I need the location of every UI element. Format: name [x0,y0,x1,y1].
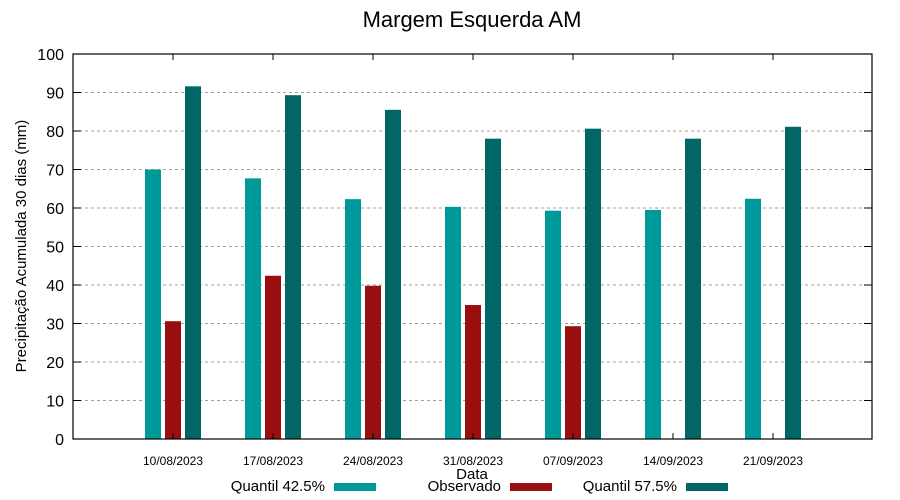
x-tick-label: 17/08/2023 [243,454,303,468]
y-tick-label: 0 [55,432,64,449]
bar [265,275,281,439]
legend-swatch [686,483,728,491]
bar [465,305,481,439]
y-tick-label: 60 [46,201,64,218]
bar [145,169,161,439]
x-axis-label: Data [456,466,488,483]
legend: Quantil 42.5% Observado Quantil 57.5% [231,478,728,495]
legend-label: Quantil 57.5% [583,478,677,495]
y-tick-label: 100 [37,47,64,64]
bar [585,128,601,439]
bar [565,326,581,439]
bar [365,285,381,439]
legend-swatch [510,483,552,491]
bar [785,126,801,439]
bar [245,178,261,440]
bar [485,138,501,439]
y-tick-label: 70 [46,163,64,180]
bar [185,86,201,439]
y-tick-label: 80 [46,124,64,141]
y-tick-label: 90 [46,86,64,103]
x-axis-ticks: 10/08/2023 17/08/2023 24/08/2023 31/08/2023… [143,54,803,468]
y-axis-label: Precipitação Acumulada 30 dias (mm) [13,120,30,373]
bar [745,198,761,439]
y-axis-ticks: 0 10 20 30 40 50 60 70 80 90 100 [37,47,872,449]
legend-label: Observado [428,478,501,495]
x-tick-label: 21/09/2023 [743,454,803,468]
bar [685,138,701,439]
y-tick-label: 40 [46,278,64,295]
gridlines [73,92,872,401]
bar [545,210,561,439]
y-tick-label: 20 [46,355,64,372]
bars [145,86,801,440]
y-tick-label: 10 [46,394,64,411]
chart-title: Margem Esquerda AM [363,7,582,32]
bar [345,199,361,439]
x-tick-label: 07/09/2023 [543,454,603,468]
legend-swatch [334,483,376,491]
x-tick-label: 14/09/2023 [643,454,703,468]
bar [165,321,181,439]
legend-label: Quantil 42.5% [231,478,325,495]
x-tick-label: 24/08/2023 [343,454,403,468]
bar [385,109,401,439]
x-tick-label: 31/08/2023 [443,454,503,468]
bar [285,95,301,439]
bar [645,209,661,439]
y-tick-label: 50 [46,240,64,257]
y-tick-label: 30 [46,317,64,334]
bar [445,206,461,439]
x-tick-label: 10/08/2023 [143,454,203,468]
